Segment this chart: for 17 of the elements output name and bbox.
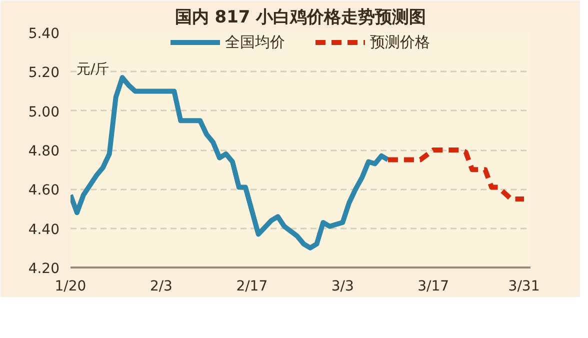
y-tick-label: 5.00 (28, 104, 60, 120)
y-tick-label: 4.80 (28, 144, 60, 160)
y-axis-title: 元/斤 (76, 62, 110, 78)
y-tick-label: 4.20 (28, 261, 60, 277)
y-tick-label: 5.20 (28, 65, 60, 82)
y-tick-label: 4.40 (28, 222, 60, 238)
y-tick-label: 5.40 (28, 26, 60, 42)
x-tick-label: 3/17 (418, 278, 450, 294)
legend-label: 全国均价 (225, 32, 285, 52)
x-tick-label: 2/17 (236, 278, 268, 294)
chart-title: 国内 817 小白鸡价格走势预测图 (174, 8, 426, 28)
y-tick-label: 4.60 (28, 182, 60, 199)
x-tick-label: 3/31 (508, 278, 540, 294)
x-tick-label: 2/3 (150, 278, 172, 294)
x-tick-label: 1/20 (54, 278, 86, 294)
x-tick-label: 3/3 (331, 278, 354, 294)
legend-label: 预测价格 (370, 32, 430, 52)
